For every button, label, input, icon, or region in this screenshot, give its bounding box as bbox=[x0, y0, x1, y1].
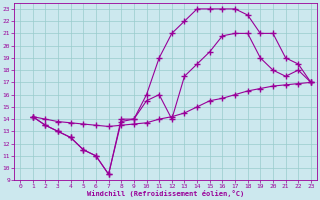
X-axis label: Windchill (Refroidissement éolien,°C): Windchill (Refroidissement éolien,°C) bbox=[87, 190, 244, 197]
